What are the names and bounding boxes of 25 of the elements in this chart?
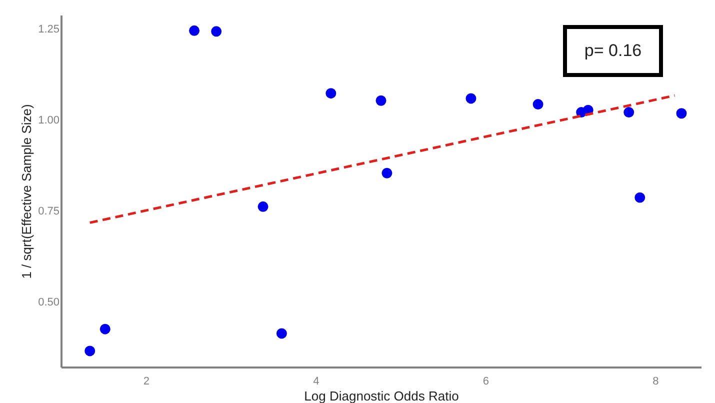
point bbox=[258, 201, 268, 212]
y-tick-label: 0.75 bbox=[38, 206, 60, 218]
y-axis-title: 1 / sqrt(Effective Sample Size) bbox=[19, 104, 34, 279]
point bbox=[100, 324, 110, 334]
x-tick-label: 4 bbox=[313, 376, 320, 388]
annotation: p= 0.16 bbox=[584, 41, 642, 60]
point bbox=[532, 99, 544, 110]
point bbox=[624, 107, 634, 118]
point bbox=[276, 328, 287, 339]
y-tick-label: 0.50 bbox=[38, 296, 60, 309]
point bbox=[382, 168, 392, 178]
x-axis-title: Log Diagnostic Odds Ratio bbox=[304, 388, 459, 403]
y-tick-label: 1.25 bbox=[38, 23, 60, 36]
point bbox=[211, 26, 222, 37]
point bbox=[376, 95, 386, 106]
point bbox=[466, 93, 476, 104]
point bbox=[189, 25, 200, 36]
x-tick-label: 6 bbox=[482, 376, 489, 388]
y-tick-label: 1.00 bbox=[38, 114, 60, 126]
point bbox=[676, 108, 687, 119]
point bbox=[84, 346, 96, 356]
point bbox=[326, 88, 336, 99]
x-tick-label: 2 bbox=[143, 376, 150, 388]
point bbox=[634, 192, 646, 203]
x-tick-label: 8 bbox=[652, 376, 659, 388]
